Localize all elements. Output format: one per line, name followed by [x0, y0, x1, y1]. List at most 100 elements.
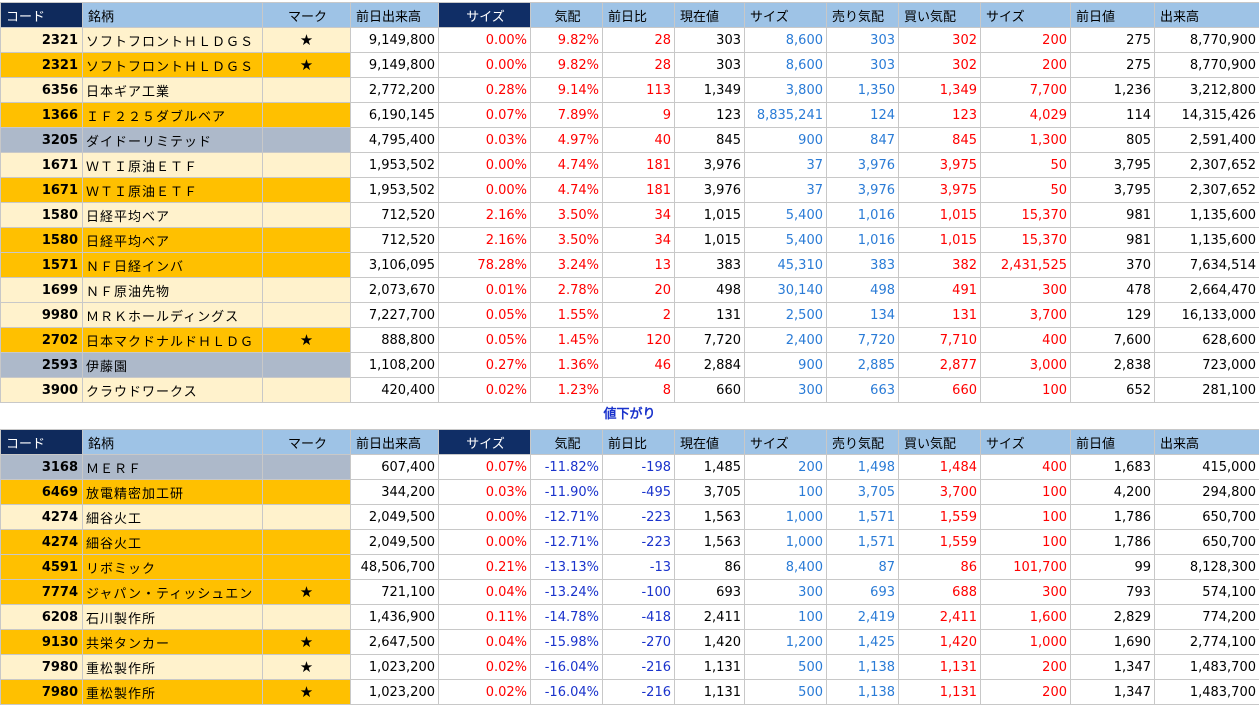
table-row[interactable]: 3900 クラウドワークス 420,400 0.02% 1.23% 8 660 300 663 6… [0, 377, 1259, 403]
table-row[interactable]: 2593 伊藤園 1,108,200 0.27% 1.36% 46 2,884 900 2,88… [0, 352, 1259, 378]
cell-prev-price: 7,600 [1070, 327, 1155, 353]
table-row[interactable]: 3205 ダイドーリミテッド 4,795,400 0.03% 4.97% 40 845 900… [0, 127, 1259, 153]
header-volume[interactable]: 出来高 [1154, 429, 1259, 455]
cell-code: 1580 [0, 227, 83, 253]
cell-size1: 0.03% [438, 127, 531, 153]
table-row[interactable]: 1580 日経平均ベア 712,520 2.16% 3.50% 34 1,015 5,400 1… [0, 227, 1259, 253]
cell-prev-volume: 1,023,200 [350, 679, 439, 705]
header-prev-volume[interactable]: 前日出来高 [350, 2, 439, 28]
header-ask[interactable]: 売り気配 [826, 2, 899, 28]
cell-quote: -14.78% [530, 604, 603, 630]
cell-volume: 574,100 [1154, 579, 1259, 605]
cell-quote: 3.50% [530, 227, 603, 253]
table-row[interactable]: 1366 ＩＦ２２５ダブルベア 6,190,145 0.07% 7.89% 9 123 8,8… [0, 102, 1259, 128]
cell-prev-price: 114 [1070, 102, 1155, 128]
table-row[interactable]: 9130 共栄タンカー ★ 2,647,500 0.04% -15.98% -270 1,42… [0, 629, 1259, 655]
table-row[interactable]: 7774 ジャパン・ティッシュエン ★ 721,100 0.04% -13.24% -100… [0, 579, 1259, 605]
table-row[interactable]: 1671 ＷＴＩ原油ＥＴＦ 1,953,502 0.00% 4.74% 181 3,976 3… [0, 177, 1259, 203]
header-size1[interactable]: サイズ [438, 2, 531, 28]
table-row[interactable]: 4274 細谷火工 2,049,500 0.00% -12.71% -223 1,563 1,… [0, 529, 1259, 555]
cell-code: 9980 [0, 302, 83, 328]
header-prev-volume[interactable]: 前日出来高 [350, 429, 439, 455]
header-name[interactable]: 銘柄 [82, 429, 263, 455]
header-size1[interactable]: サイズ [438, 429, 531, 455]
cell-size2: 5,400 [744, 202, 827, 228]
cell-prev-volume: 2,049,500 [350, 529, 439, 555]
cell-quote: 1.55% [530, 302, 603, 328]
cell-size1: 0.00% [438, 529, 531, 555]
table-row[interactable]: 6208 石川製作所 1,436,900 0.11% -14.78% -418 2,411 1… [0, 604, 1259, 630]
cell-name: リボミック [82, 554, 263, 580]
cell-bid: 1,131 [898, 654, 981, 680]
table-row[interactable]: 4591 リボミック 48,506,700 0.21% -13.13% -13 86 8,40… [0, 554, 1259, 580]
table-row[interactable]: 2321 ソフトフロントＨＬＤＧＳ ★ 9,149,800 0.00% 9.82% 28 30… [0, 52, 1259, 78]
cell-size3: 300 [980, 277, 1071, 303]
cell-quote: 2.78% [530, 277, 603, 303]
header-ask[interactable]: 売り気配 [826, 429, 899, 455]
cell-bid: 123 [898, 102, 981, 128]
cell-ask: 1,498 [826, 454, 899, 480]
cell-ask: 1,138 [826, 654, 899, 680]
header-change[interactable]: 前日比 [602, 2, 675, 28]
cell-ask: 693 [826, 579, 899, 605]
header-code[interactable]: コード [0, 429, 83, 455]
header-code[interactable]: コード [0, 2, 83, 28]
cell-name: ＷＴＩ原油ＥＴＦ [82, 152, 263, 178]
header-bid[interactable]: 買い気配 [898, 2, 981, 28]
header-quote[interactable]: 気配 [530, 2, 603, 28]
cell-volume: 1,135,600 [1154, 227, 1259, 253]
cell-size2: 3,800 [744, 77, 827, 103]
cell-volume: 8,770,900 [1154, 27, 1259, 53]
cell-bid: 2,877 [898, 352, 981, 378]
cell-size3: 200 [980, 679, 1071, 705]
cell-bid: 845 [898, 127, 981, 153]
cell-prev-volume: 1,023,200 [350, 654, 439, 680]
header-mark[interactable]: マーク [262, 429, 351, 455]
cell-prev-price: 1,690 [1070, 629, 1155, 655]
cell-size3: 15,370 [980, 202, 1071, 228]
table-row[interactable]: 2321 ソフトフロントＨＬＤＧＳ ★ 9,149,800 0.00% 9.82% 28 30… [0, 27, 1259, 53]
header-prev-price[interactable]: 前日値 [1070, 2, 1155, 28]
header-prev-price[interactable]: 前日値 [1070, 429, 1155, 455]
header-size2[interactable]: サイズ [744, 2, 827, 28]
header-volume[interactable]: 出来高 [1154, 2, 1259, 28]
star-icon: ★ [262, 579, 351, 605]
cell-size1: 0.05% [438, 327, 531, 353]
cell-size2: 1,000 [744, 504, 827, 530]
header-size3[interactable]: サイズ [980, 2, 1071, 28]
header-size2[interactable]: サイズ [744, 429, 827, 455]
cell-size2: 8,400 [744, 554, 827, 580]
table-row[interactable]: 6356 日本ギア工業 2,772,200 0.28% 9.14% 113 1,349 3,8… [0, 77, 1259, 103]
table-row[interactable]: 6469 放電精密加工研 344,200 0.03% -11.90% -495 3,705 1… [0, 479, 1259, 505]
table-row[interactable]: 9980 ＭＲＫホールディングス 7,227,700 0.05% 1.55% 2 131 2,… [0, 302, 1259, 328]
cell-bid: 3,975 [898, 152, 981, 178]
header-mark[interactable]: マーク [262, 2, 351, 28]
cell-prev-price: 2,838 [1070, 352, 1155, 378]
header-quote[interactable]: 気配 [530, 429, 603, 455]
cell-quote: -12.71% [530, 504, 603, 530]
header-size3[interactable]: サイズ [980, 429, 1071, 455]
cell-bid: 1,559 [898, 504, 981, 530]
cell-size1: 0.01% [438, 277, 531, 303]
cell-ask: 1,350 [826, 77, 899, 103]
cell-size3: 4,029 [980, 102, 1071, 128]
header-name[interactable]: 銘柄 [82, 2, 263, 28]
cell-name: ソフトフロントＨＬＤＧＳ [82, 27, 263, 53]
table-row[interactable]: 4274 細谷火工 2,049,500 0.00% -12.71% -223 1,563 1,… [0, 504, 1259, 530]
table-row[interactable]: 3168 ＭＥＲＦ 607,400 0.07% -11.82% -198 1,485 200 1… [0, 454, 1259, 480]
cell-volume: 7,634,514 [1154, 252, 1259, 278]
header-change[interactable]: 前日比 [602, 429, 675, 455]
table-row[interactable]: 1671 ＷＴＩ原油ＥＴＦ 1,953,502 0.00% 4.74% 181 3,976 3… [0, 152, 1259, 178]
header-price[interactable]: 現在値 [674, 2, 745, 28]
table-row[interactable]: 7980 重松製作所 ★ 1,023,200 0.02% -16.04% -216 1,131… [0, 679, 1259, 705]
header-bid[interactable]: 買い気配 [898, 429, 981, 455]
cell-prev-volume: 1,436,900 [350, 604, 439, 630]
table-row[interactable]: 1580 日経平均ベア 712,520 2.16% 3.50% 34 1,015 5,400 1… [0, 202, 1259, 228]
cell-size3: 100 [980, 504, 1071, 530]
table-row[interactable]: 1571 ＮＦ日経インバ 3,106,095 78.28% 3.24% 13 383 45,3… [0, 252, 1259, 278]
table-row[interactable]: 7980 重松製作所 ★ 1,023,200 0.02% -16.04% -216 1,131… [0, 654, 1259, 680]
header-row: コード 銘柄 マーク 前日出来高 サイズ 気配 前日比 現在値 サイズ 売り気配… [0, 2, 1259, 28]
table-row[interactable]: 1699 ＮＦ原油先物 2,073,670 0.01% 2.78% 20 498 30,140… [0, 277, 1259, 303]
header-price[interactable]: 現在値 [674, 429, 745, 455]
table-row[interactable]: 2702 日本マクドナルドＨＬＤＧ ★ 888,800 0.05% 1.45% 120 7,7… [0, 327, 1259, 353]
